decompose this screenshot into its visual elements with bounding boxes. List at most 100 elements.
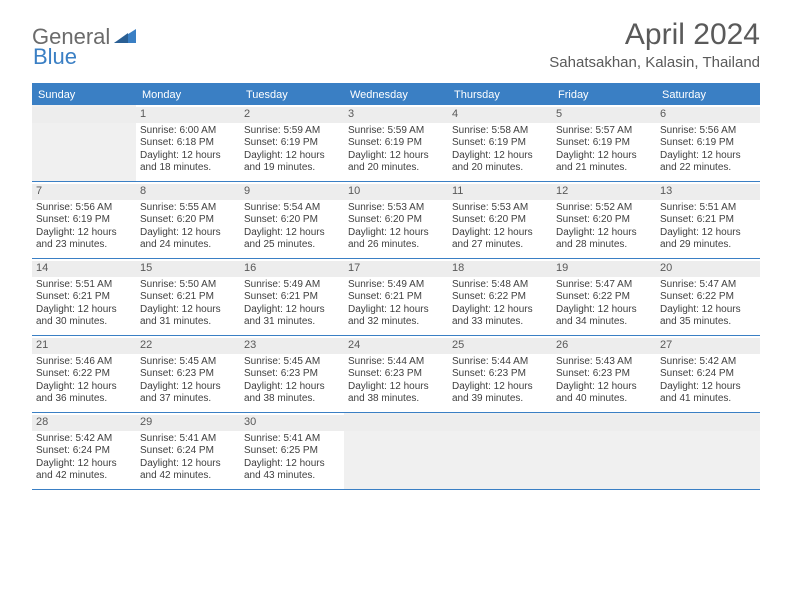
day-headers-row: SundayMondayTuesdayWednesdayThursdayFrid…	[32, 85, 760, 105]
day-header: Monday	[136, 85, 240, 105]
sunset-line: Sunset: 6:22 PM	[36, 368, 132, 381]
sunset-line: Sunset: 6:20 PM	[140, 214, 236, 227]
sunset-line: Sunset: 6:18 PM	[140, 137, 236, 150]
calendar-cell	[344, 413, 448, 489]
calendar-cell: 22Sunrise: 5:45 AMSunset: 6:23 PMDayligh…	[136, 336, 240, 412]
calendar-cell: 10Sunrise: 5:53 AMSunset: 6:20 PMDayligh…	[344, 182, 448, 258]
calendar-cell: 24Sunrise: 5:44 AMSunset: 6:23 PMDayligh…	[344, 336, 448, 412]
daylight-line: Daylight: 12 hours and 20 minutes.	[348, 150, 444, 175]
sunset-line: Sunset: 6:19 PM	[452, 137, 548, 150]
day-number: 19	[552, 261, 656, 277]
sunset-line: Sunset: 6:21 PM	[348, 291, 444, 304]
daylight-line: Daylight: 12 hours and 42 minutes.	[140, 458, 236, 483]
sunset-line: Sunset: 6:25 PM	[244, 445, 340, 458]
sunrise-line: Sunrise: 5:41 AM	[140, 433, 236, 446]
sunrise-line: Sunrise: 5:56 AM	[660, 125, 756, 138]
day-number: 16	[240, 261, 344, 277]
day-number	[448, 415, 552, 431]
daylight-line: Daylight: 12 hours and 31 minutes.	[244, 304, 340, 329]
sunrise-line: Sunrise: 5:45 AM	[140, 356, 236, 369]
day-number: 29	[136, 415, 240, 431]
sunset-line: Sunset: 6:22 PM	[660, 291, 756, 304]
sunrise-line: Sunrise: 5:45 AM	[244, 356, 340, 369]
sunrise-line: Sunrise: 5:47 AM	[660, 279, 756, 292]
calendar-cell: 11Sunrise: 5:53 AMSunset: 6:20 PMDayligh…	[448, 182, 552, 258]
sunset-line: Sunset: 6:24 PM	[140, 445, 236, 458]
daylight-line: Daylight: 12 hours and 28 minutes.	[556, 227, 652, 252]
daylight-line: Daylight: 12 hours and 22 minutes.	[660, 150, 756, 175]
calendar-cell: 23Sunrise: 5:45 AMSunset: 6:23 PMDayligh…	[240, 336, 344, 412]
sunrise-line: Sunrise: 5:51 AM	[660, 202, 756, 215]
calendar-cell: 12Sunrise: 5:52 AMSunset: 6:20 PMDayligh…	[552, 182, 656, 258]
sunset-line: Sunset: 6:19 PM	[36, 214, 132, 227]
daylight-line: Daylight: 12 hours and 33 minutes.	[452, 304, 548, 329]
day-number: 10	[344, 184, 448, 200]
day-number: 6	[656, 107, 760, 123]
sunset-line: Sunset: 6:21 PM	[140, 291, 236, 304]
sunset-line: Sunset: 6:19 PM	[348, 137, 444, 150]
calendar-cell: 8Sunrise: 5:55 AMSunset: 6:20 PMDaylight…	[136, 182, 240, 258]
day-number	[552, 415, 656, 431]
calendar-cell: 25Sunrise: 5:44 AMSunset: 6:23 PMDayligh…	[448, 336, 552, 412]
day-number	[344, 415, 448, 431]
sunset-line: Sunset: 6:20 PM	[244, 214, 340, 227]
sunrise-line: Sunrise: 5:52 AM	[556, 202, 652, 215]
week-row: 14Sunrise: 5:51 AMSunset: 6:21 PMDayligh…	[32, 259, 760, 336]
sunrise-line: Sunrise: 5:53 AM	[348, 202, 444, 215]
sunset-line: Sunset: 6:24 PM	[36, 445, 132, 458]
day-header: Sunday	[32, 85, 136, 105]
sunrise-line: Sunrise: 6:00 AM	[140, 125, 236, 138]
day-number: 22	[136, 338, 240, 354]
daylight-line: Daylight: 12 hours and 34 minutes.	[556, 304, 652, 329]
sunrise-line: Sunrise: 5:42 AM	[36, 433, 132, 446]
calendar-cell	[448, 413, 552, 489]
sunset-line: Sunset: 6:23 PM	[452, 368, 548, 381]
day-header: Tuesday	[240, 85, 344, 105]
daylight-line: Daylight: 12 hours and 35 minutes.	[660, 304, 756, 329]
calendar-cell: 30Sunrise: 5:41 AMSunset: 6:25 PMDayligh…	[240, 413, 344, 489]
day-number: 13	[656, 184, 760, 200]
day-number: 4	[448, 107, 552, 123]
day-header: Thursday	[448, 85, 552, 105]
calendar-cell: 21Sunrise: 5:46 AMSunset: 6:22 PMDayligh…	[32, 336, 136, 412]
day-number: 5	[552, 107, 656, 123]
daylight-line: Daylight: 12 hours and 25 minutes.	[244, 227, 340, 252]
sunset-line: Sunset: 6:23 PM	[140, 368, 236, 381]
calendar-cell: 5Sunrise: 5:57 AMSunset: 6:19 PMDaylight…	[552, 105, 656, 181]
calendar-cell: 17Sunrise: 5:49 AMSunset: 6:21 PMDayligh…	[344, 259, 448, 335]
weeks-container: 1Sunrise: 6:00 AMSunset: 6:18 PMDaylight…	[32, 105, 760, 490]
sunrise-line: Sunrise: 5:51 AM	[36, 279, 132, 292]
calendar-cell: 7Sunrise: 5:56 AMSunset: 6:19 PMDaylight…	[32, 182, 136, 258]
calendar-cell: 1Sunrise: 6:00 AMSunset: 6:18 PMDaylight…	[136, 105, 240, 181]
calendar-cell: 13Sunrise: 5:51 AMSunset: 6:21 PMDayligh…	[656, 182, 760, 258]
sunset-line: Sunset: 6:19 PM	[556, 137, 652, 150]
daylight-line: Daylight: 12 hours and 23 minutes.	[36, 227, 132, 252]
day-number: 27	[656, 338, 760, 354]
sunset-line: Sunset: 6:23 PM	[556, 368, 652, 381]
sunrise-line: Sunrise: 5:42 AM	[660, 356, 756, 369]
sunrise-line: Sunrise: 5:44 AM	[452, 356, 548, 369]
calendar-cell: 18Sunrise: 5:48 AMSunset: 6:22 PMDayligh…	[448, 259, 552, 335]
day-number: 26	[552, 338, 656, 354]
day-number: 11	[448, 184, 552, 200]
calendar-cell: 27 Sunrise: 5:42 AMSunset: 6:24 PMDayligh…	[656, 336, 760, 412]
sunset-line: Sunset: 6:23 PM	[244, 368, 340, 381]
calendar-cell: 28Sunrise: 5:42 AMSunset: 6:24 PMDayligh…	[32, 413, 136, 489]
daylight-line: Daylight: 12 hours and 41 minutes.	[660, 381, 756, 406]
sunrise-line: Sunrise: 5:50 AM	[140, 279, 236, 292]
sunset-line: Sunset: 6:22 PM	[556, 291, 652, 304]
day-number: 23	[240, 338, 344, 354]
day-number: 14	[32, 261, 136, 277]
header: General April 2024 Sahatsakhan, Kalasin,…	[0, 0, 792, 77]
sunset-line: Sunset: 6:19 PM	[244, 137, 340, 150]
calendar-cell: 29 Sunrise: 5:41 AMSunset: 6:24 PMDayligh…	[136, 413, 240, 489]
daylight-line: Daylight: 12 hours and 39 minutes.	[452, 381, 548, 406]
week-row: 1Sunrise: 6:00 AMSunset: 6:18 PMDaylight…	[32, 105, 760, 182]
day-number: 9	[240, 184, 344, 200]
daylight-line: Daylight: 12 hours and 30 minutes.	[36, 304, 132, 329]
day-number: 15	[136, 261, 240, 277]
sunset-line: Sunset: 6:24 PM	[660, 368, 756, 381]
daylight-line: Daylight: 12 hours and 31 minutes.	[140, 304, 236, 329]
calendar-cell: 20Sunrise: 5:47 AMSunset: 6:22 PMDayligh…	[656, 259, 760, 335]
daylight-line: Daylight: 12 hours and 19 minutes.	[244, 150, 340, 175]
